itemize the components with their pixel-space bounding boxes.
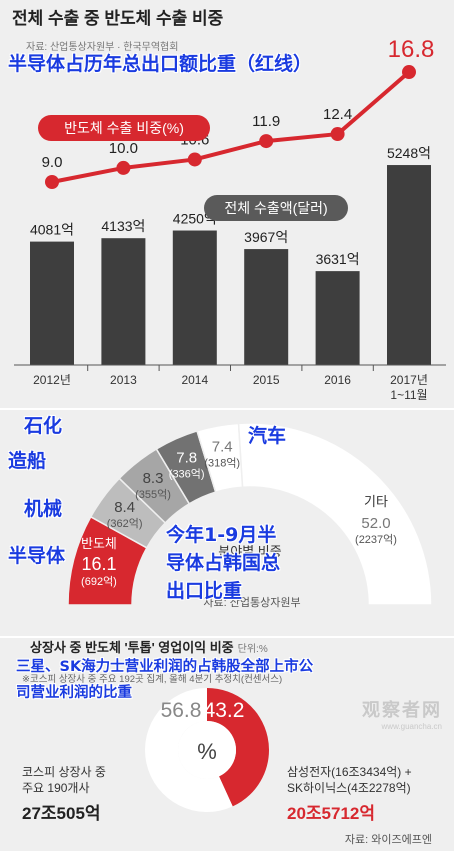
watermark-main: 观察者网: [362, 700, 442, 720]
panel-profit-share: 상장사 중 반도체 '투톱' 영업이익 비중 단위:% ※코스피 상장사 중 주요…: [0, 638, 454, 851]
x-label-5-1: 1~11월: [390, 388, 427, 402]
annotation-bandaoti: 半导体: [8, 545, 66, 567]
bar-5: [387, 165, 431, 365]
line-label-1: 10.0: [109, 140, 138, 157]
line-point-4: [330, 127, 345, 142]
profit-chart: 상장사 중 반도체 '투톱' 영업이익 비중 단위:% ※코스피 상장사 중 주요…: [22, 640, 432, 846]
chart1-title: 전체 수출 중 반도체 수출 비중: [12, 9, 224, 28]
annotation-zaochuan: 造船: [8, 450, 47, 472]
line-label-3: 11.9: [252, 113, 280, 130]
line-point-5: [402, 65, 416, 80]
right-caption-1: 삼성전자(16조3434억) +: [287, 765, 412, 779]
bar-label-1: 4133억: [101, 218, 145, 234]
chart1-subtitle: 자료: 산업통상자원부 · 한국무역협회: [26, 40, 178, 53]
semi-amount-3: (336억): [169, 467, 205, 480]
donut-hole: [178, 721, 236, 779]
bar-label-3: 3967억: [244, 229, 288, 245]
line-point-0: [45, 175, 59, 189]
annotation-jixie: 机械: [24, 498, 63, 520]
x-label-2: 2014: [181, 373, 208, 387]
annotation-middle-3: 出口比重: [166, 580, 243, 602]
right-amount: 20조5712억: [287, 804, 375, 823]
bar-label-4: 3631억: [316, 251, 360, 267]
semi-name-5: 기타: [364, 494, 388, 509]
annotation-bottom-2: 司营业利润的比重: [16, 685, 132, 701]
export-chart: 전체 수출 중 반도체 수출 비중 자료: 산업통상자원부 · 한국무역협회 4…: [12, 9, 446, 402]
bar-label-5: 5248억: [387, 145, 431, 161]
left-amount: 27조505억: [22, 804, 101, 823]
bar-label-0: 4081억: [30, 222, 74, 238]
chart3-subtitle: ※코스피 상장사 중 주요 192곳 집계, 올해 4분기 추정치(컨센서스): [22, 673, 282, 685]
semi-value-3: 7.8: [176, 449, 197, 466]
x-label-0: 2012년: [33, 373, 71, 387]
line-point-1: [116, 160, 131, 175]
annotation-bottom: 三星、SK海力士营业利润的占韩股全部上市公 司营业利润的比重: [16, 654, 313, 706]
semi-center-title: 분야별 비중: [218, 544, 281, 559]
donut-center-label: %: [197, 739, 217, 764]
chart3-source: 자료: 와이즈에프엔: [345, 833, 432, 846]
panel-export-share: 전체 수출 중 반도체 수출 비중 자료: 산업통상자원부 · 한국무역협회 4…: [0, 0, 454, 408]
semi-amount-5: (2237억): [355, 533, 397, 546]
annotation-qiche: 汽车: [248, 425, 287, 447]
semi-value-1: 8.4: [114, 499, 135, 516]
legend-line-pill: [38, 115, 210, 141]
semi-value-0: 16.1: [81, 554, 116, 574]
semi-slice-5: [237, 422, 433, 606]
sector-chart: 반도체 16.1(692억) 8.4(362억) 8.3(355억) 7.8(336억)…: [67, 422, 433, 609]
chart3-title: 상장사 중 반도체 '투톱' 영업이익 비중 단위:%: [30, 640, 268, 655]
semi-name-0: 반도체: [81, 536, 117, 551]
bar-0: [30, 241, 74, 365]
line-label-5: 16.8: [388, 36, 435, 63]
bar-2: [172, 230, 217, 365]
semi-amount-1: (362억): [107, 517, 143, 530]
x-label-4: 2016: [324, 373, 351, 387]
legend-bar-pill: [204, 195, 348, 221]
semi-amount-0: (692억): [81, 575, 117, 588]
legend-bar-label: 전체 수출액(달러): [224, 200, 327, 216]
legend-line-label: 반도체 수출 비중(%): [64, 120, 184, 136]
watermark: 观察者网 www.guancha.cn: [362, 696, 442, 731]
donut-slice-1: [144, 688, 233, 812]
line-label-0: 9.0: [42, 154, 63, 171]
x-label-3: 2015: [253, 373, 280, 387]
semi-amount-2: (355억): [135, 488, 171, 501]
annotation-middle: 今年1-9月半 导体占韩国总 出口比重: [166, 521, 280, 605]
donut-slice-0: [207, 688, 269, 807]
annotation-top: 半导体占历年总出口额比重（红线）: [8, 53, 313, 75]
x-label-5: 2017년: [390, 373, 428, 387]
panel-sector-share: 반도체 16.1 (692억) 8.4 (362억) 8.3 (355억) 7.8 (336억)…: [0, 410, 454, 636]
x-label-1: 2013: [110, 373, 137, 387]
left-caption-1: 코스피 상장사 중: [22, 765, 106, 779]
donut-value-0: 43.2: [204, 699, 245, 722]
donut-value-1: 56.8: [161, 699, 202, 722]
semi-amount-4: (318억): [204, 456, 240, 469]
annotation-middle-2: 导体占韩国总: [166, 552, 281, 574]
semi-value-2: 8.3: [143, 470, 164, 487]
annotation-bottom-1: 三星、SK海力士营业利润的占韩股全部上市公: [16, 659, 314, 675]
left-caption-2: 주요 190개사: [22, 781, 90, 795]
semi-source: 자료: 산업통상자원부: [203, 596, 300, 609]
right-caption-2: SK하이닉스(4조2278억): [287, 781, 411, 795]
watermark-sub: www.guancha.cn: [381, 722, 442, 731]
line-point-3: [259, 134, 274, 149]
bar-1: [101, 238, 146, 365]
bar-4: [315, 271, 360, 365]
bar-3: [244, 249, 289, 365]
share-line: [51, 70, 411, 184]
line-label-4: 12.4: [323, 106, 352, 123]
annotation-shihua: 石化: [24, 415, 63, 437]
semi-value-5: 52.0: [361, 515, 390, 532]
line-point-2: [187, 152, 202, 167]
annotation-middle-1: 今年1-9月半: [166, 524, 277, 546]
semi-value-4: 7.4: [212, 438, 233, 455]
